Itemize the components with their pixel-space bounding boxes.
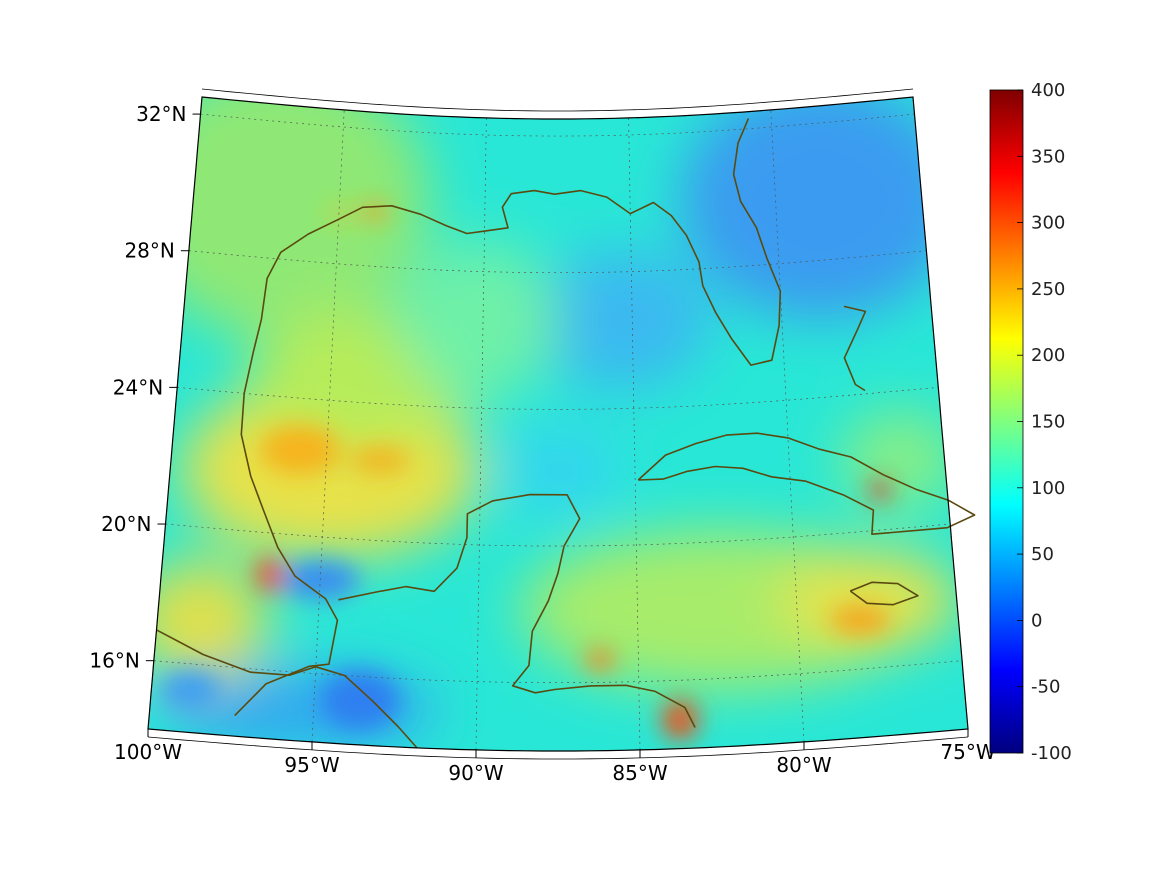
longitude-labels: 100°W 95°W 90°W 85°W 80°W 75°W (114, 729, 996, 785)
longitude-label: 90°W (448, 761, 503, 785)
coastlines (156, 118, 976, 749)
longitude-label: 100°W (114, 740, 182, 764)
jamaica-coastline (849, 581, 919, 606)
latitude-label: 16°N (89, 649, 139, 673)
longitude-label: 80°W (776, 753, 831, 777)
colorbar-tick-label: 150 (1031, 412, 1065, 433)
latitude-labels: 32°N 28°N 24°N 20°N 16°N (89, 102, 201, 673)
gulf-coast-coastline (234, 118, 782, 717)
colorbar-tick-label: 400 (1031, 80, 1065, 101)
colorbar-tick-label: 350 (1031, 146, 1065, 167)
pacific-coastline (156, 629, 418, 749)
longitude-label: 75°W (940, 740, 995, 764)
parallel-line (177, 387, 939, 410)
yucatan-coastline (338, 493, 696, 728)
cuba-coastline (637, 432, 976, 535)
frame-band-top (201, 88, 914, 112)
colorbar-tick-label: 300 (1031, 213, 1065, 234)
frame-band-bottom (147, 736, 969, 760)
bahamas-coastline (843, 305, 867, 392)
colorbar-tick-label: 50 (1031, 544, 1054, 565)
longitude-label: 85°W (612, 761, 667, 785)
colorbar-ramp (989, 89, 1024, 754)
colorbar-tick-label: -100 (1031, 743, 1072, 764)
colorbar-tick-label: 100 (1031, 478, 1065, 499)
colorbar: 400 350 300 250 200 150 100 50 0 -50 -100 (989, 80, 1072, 764)
colorbar-tick-label: -50 (1031, 677, 1060, 698)
colorbar-tick-label: 250 (1031, 279, 1065, 300)
latitude-label: 28°N (124, 239, 174, 263)
latitude-label: 20°N (101, 512, 151, 536)
latitude-label: 24°N (113, 375, 163, 399)
parallel-line (165, 523, 951, 547)
latitude-label: 32°N (136, 102, 186, 126)
longitude-label: 95°W (284, 753, 339, 777)
colorbar-ticks: 400 350 300 250 200 150 100 50 0 -50 -100 (1017, 80, 1072, 764)
colorbar-tick-label: 0 (1031, 610, 1042, 631)
colorbar-tick-label: 200 (1031, 345, 1065, 366)
